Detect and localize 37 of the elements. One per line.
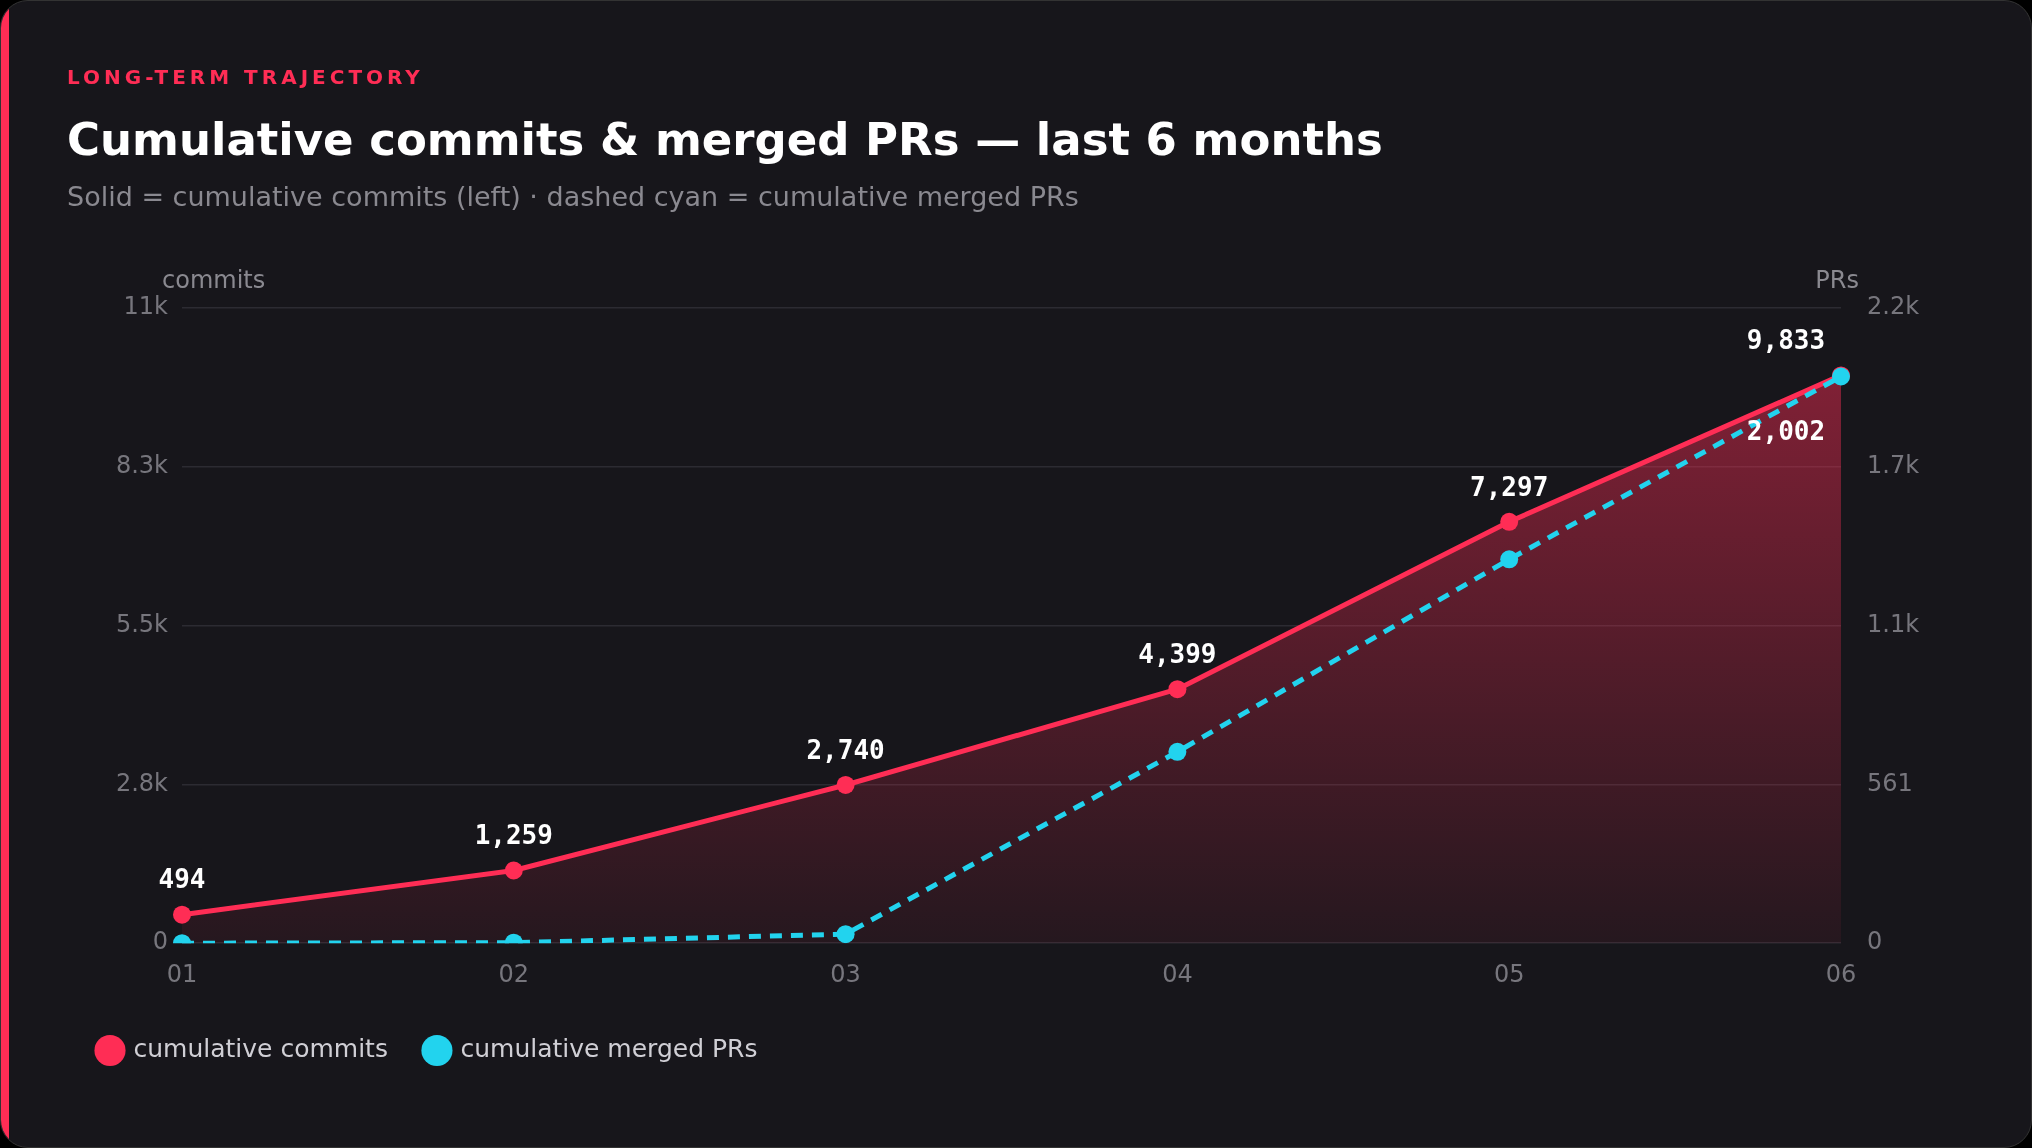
- x-tick-label: 03: [830, 959, 861, 988]
- text: LONG-TERM TRAJECTORY: [67, 65, 424, 89]
- data-label: 9,833: [1746, 325, 1826, 356]
- x-tick-label: 02: [498, 959, 530, 988]
- chart-subtitle: Solid = cumulative commits (left) · dashed cyan = cumulative merged PRs: [67, 181, 1079, 212]
- y-tick-label: 0: [152, 927, 168, 956]
- y-tick-label: 8.3k: [115, 451, 169, 480]
- point: [173, 905, 191, 924]
- chart-title: Cumulative commits & merged PRs — last 6 months: [67, 113, 1383, 166]
- x-tick-label: 06: [1825, 959, 1857, 988]
- x-tick-label: 05: [1493, 959, 1525, 988]
- y2-tick-label: 2.2k: [1867, 292, 1920, 321]
- data-label: 1,259: [474, 820, 553, 851]
- point: [1500, 512, 1519, 531]
- legend-label: cumulative merged PRs: [460, 1034, 758, 1063]
- data-label: 494: [158, 864, 206, 895]
- legend-label: cumulative commits: [133, 1034, 388, 1063]
- x-tick-label: 04: [1162, 959, 1193, 988]
- data-label: 2,740: [806, 734, 885, 765]
- y2-axis-title: PRs: [1815, 266, 1859, 295]
- y2-tick-label: 561: [1867, 768, 1913, 797]
- data-label: 2,002: [1746, 416, 1826, 447]
- data-label: 7,297: [1470, 471, 1549, 502]
- y2-tick-label: 1.1k: [1867, 609, 1920, 638]
- y-tick-label: 11k: [123, 292, 169, 321]
- point: [1168, 742, 1187, 761]
- y-tick-label: 5.5k: [115, 609, 169, 638]
- x-tick-label: 01: [166, 959, 198, 988]
- point: [836, 775, 855, 794]
- y2-tick-label: 0: [1867, 927, 1883, 956]
- data-label: 4,399: [1138, 638, 1217, 669]
- point: [504, 861, 523, 880]
- point: [1500, 550, 1519, 569]
- y-axis-title: commits: [162, 266, 266, 295]
- point: [1168, 680, 1187, 699]
- y2-tick-label: 1.7k: [1867, 451, 1920, 480]
- y-tick-label: 2.8k: [115, 768, 169, 797]
